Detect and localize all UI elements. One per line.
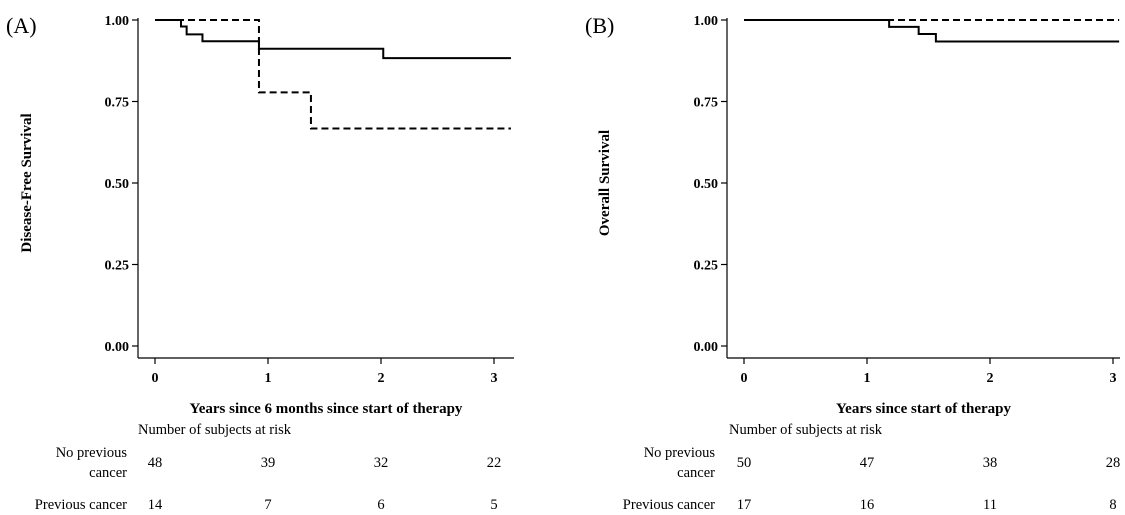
risk-row-label: Previous cancer: [35, 497, 127, 513]
y-tick-label: 0.00: [105, 340, 130, 355]
solid-survival-curve: [744, 19, 1120, 43]
risk-count: 48: [148, 455, 163, 471]
risk-table-row: No previous cancer 50 47 38 28: [644, 445, 1121, 481]
panel-label: (A): [6, 13, 37, 38]
risk-count: 14: [148, 497, 163, 513]
x-axis-title: Years since start of therapy: [836, 401, 1011, 417]
risk-count: 22: [487, 455, 502, 471]
y-tick-label: 0.75: [694, 96, 719, 111]
dashed-survival-curve: [155, 19, 511, 130]
y-axis-title: Disease-Free Survival: [19, 113, 35, 252]
x-tick-label: 2: [378, 371, 385, 386]
risk-count: 38: [983, 455, 998, 471]
panel-label: (B): [585, 13, 614, 38]
risk-table-title: Number of subjects at risk: [138, 422, 292, 438]
x-tick-label: 2: [987, 371, 994, 386]
panel-a: (A) 0.00 0.25 0.50 0.75 1.00 0 1 2 3 Years since 6…: [6, 13, 514, 513]
risk-count: 39: [261, 455, 276, 471]
y-tick-label: 0.25: [694, 259, 719, 274]
x-tick-label: 1: [864, 371, 871, 386]
risk-row-label: cancer: [677, 465, 715, 481]
y-tick-label: 0.00: [694, 340, 719, 355]
risk-count: 50: [737, 455, 752, 471]
risk-table-row: Previous cancer 17 16 11 8: [623, 497, 1117, 513]
risk-table-row: Previous cancer 14 7 6 5: [35, 497, 498, 513]
risk-table-title: Number of subjects at risk: [729, 422, 883, 438]
risk-row-label: No previous: [56, 445, 128, 461]
y-tick-label: 1.00: [694, 14, 719, 29]
risk-row-label: cancer: [89, 465, 127, 481]
y-tick-label: 0.50: [105, 177, 130, 192]
risk-count: 47: [860, 455, 875, 471]
y-tick-label: 0.25: [105, 259, 130, 274]
risk-count: 11: [983, 497, 997, 513]
risk-count: 16: [860, 497, 875, 513]
risk-count: 32: [374, 455, 389, 471]
x-tick-label: 3: [491, 371, 498, 386]
risk-row-label: Previous cancer: [623, 497, 715, 513]
risk-count: 5: [490, 497, 497, 513]
risk-table-row: No previous cancer 48 39 32 22: [56, 445, 502, 481]
y-tick-label: 1.00: [105, 14, 130, 29]
x-tick-label: 0: [152, 371, 159, 386]
x-tick-label: 3: [1110, 371, 1117, 386]
risk-count: 17: [737, 497, 752, 513]
x-axis-title: Years since 6 months since start of ther…: [190, 401, 463, 417]
x-tick-label: 0: [741, 371, 748, 386]
risk-count: 7: [264, 497, 271, 513]
y-tick-label: 0.50: [694, 177, 719, 192]
y-axis-title: Overall Survival: [597, 130, 613, 236]
panel-b: (B) 0.00 0.25 0.50 0.75 1.00 0 1 2 3 Years since s…: [585, 13, 1120, 513]
x-tick-label: 1: [265, 371, 272, 386]
risk-count: 28: [1106, 455, 1121, 471]
solid-survival-curve: [155, 19, 511, 60]
risk-row-label: No previous: [644, 445, 716, 461]
risk-count: 6: [377, 497, 384, 513]
y-tick-label: 0.75: [105, 96, 130, 111]
risk-count: 8: [1109, 497, 1116, 513]
